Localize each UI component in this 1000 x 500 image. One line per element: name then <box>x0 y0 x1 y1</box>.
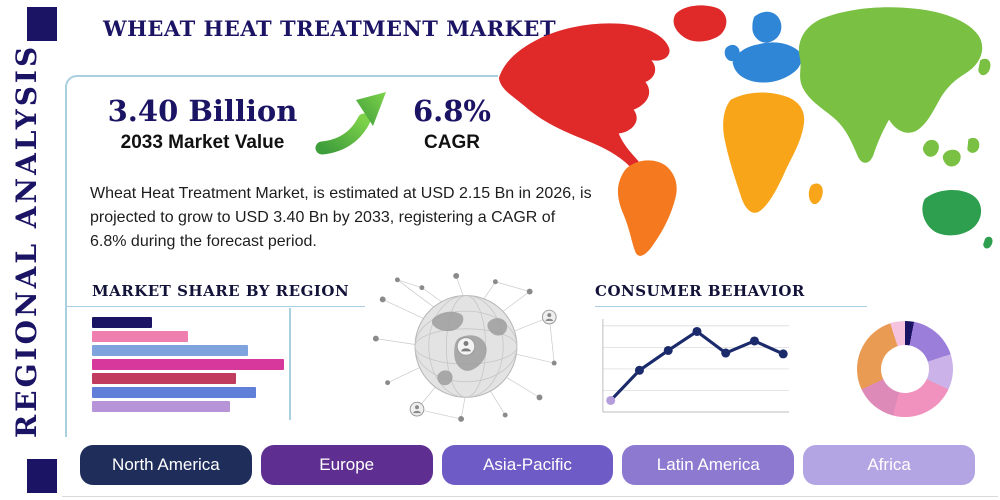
divider-market-share <box>65 306 365 307</box>
growth-arrow-icon <box>312 88 390 158</box>
region-button-north-america[interactable]: North America <box>80 445 252 485</box>
world-map <box>485 0 1000 274</box>
cagr-stat: 6.8% CAGR <box>398 94 506 154</box>
line-marker-2 <box>634 365 644 375</box>
corner-square-bottom <box>27 459 57 493</box>
market-value-number: 3.40 Billion <box>107 94 298 128</box>
line-marker-7 <box>778 349 788 359</box>
vertical-section-label: REGIONAL ANALYSIS <box>10 43 43 438</box>
market-share-bars <box>92 317 292 415</box>
market-share-bar-1 <box>92 317 152 328</box>
consumer-behavior-line-chart <box>602 318 790 413</box>
region-button-row: North America Europe Asia-Pacific Latin Ame… <box>80 445 975 485</box>
corner-square-top <box>27 7 57 41</box>
cagr-label: CAGR <box>424 131 480 153</box>
line-series <box>606 326 788 405</box>
market-share-bar-7 <box>92 401 230 412</box>
region-button-europe[interactable]: Europe <box>260 445 433 485</box>
cagr-number: 6.8% <box>412 94 491 128</box>
market-share-bar-6 <box>92 387 256 398</box>
region-button-africa[interactable]: Africa <box>803 445 975 485</box>
bottom-divider <box>62 496 998 497</box>
line-marker-5 <box>721 348 731 358</box>
map-region-africa <box>723 92 823 213</box>
divider-consumer-behavior <box>595 306 867 307</box>
region-button-asia-pacific[interactable]: Asia-Pacific <box>441 445 614 485</box>
market-share-bar-4 <box>92 359 284 370</box>
market-value-stat: 3.40 Billion 2033 Market Value <box>85 94 320 154</box>
globe-network-graphic <box>368 270 564 424</box>
line-marker-3 <box>663 345 673 355</box>
line-marker-6 <box>749 336 759 346</box>
map-region-greenland <box>673 5 727 42</box>
network-person-icon <box>409 309 557 417</box>
map-region-australia <box>922 190 993 249</box>
market-description: Wheat Heat Treatment Market, is estimate… <box>90 185 592 250</box>
map-region-europe <box>724 11 802 83</box>
market-value-label: 2033 Market Value <box>120 131 285 153</box>
line-marker-4 <box>692 326 702 336</box>
donut-hole <box>881 345 929 393</box>
line-marker-1 <box>606 395 616 405</box>
section-header-market-share: MARKET SHARE BY REGION <box>92 282 350 300</box>
consumer-donut-chart <box>857 321 953 417</box>
page-title: WHEAT HEAT TREATMENT MARKET <box>103 16 557 41</box>
market-share-bar-2 <box>92 331 188 342</box>
section-header-consumer-behavior: CONSUMER BEHAVIOR <box>595 282 805 300</box>
map-region-north-america <box>498 23 670 169</box>
region-button-latin-america[interactable]: Latin America <box>622 445 795 485</box>
map-region-south-america <box>617 160 677 256</box>
bar-chart-axis-line <box>289 308 291 420</box>
stats-panel-frame <box>65 75 498 437</box>
map-region-asia <box>798 7 991 167</box>
market-share-bar-3 <box>92 345 248 356</box>
market-share-bar-5 <box>92 373 236 384</box>
